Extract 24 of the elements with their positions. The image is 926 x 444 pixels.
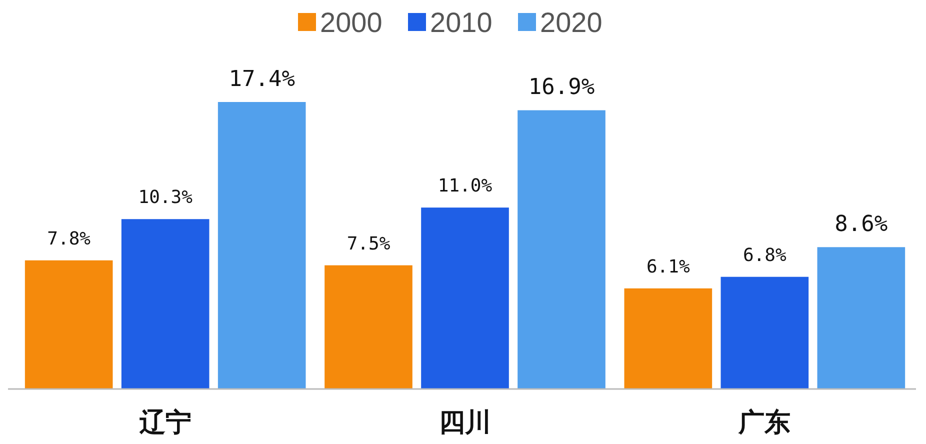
data-label: 6.8% (742, 244, 786, 266)
bar (324, 265, 412, 389)
data-label: 6.1% (646, 256, 690, 278)
data-label: 8.6% (834, 212, 888, 238)
bar (817, 247, 906, 389)
x-tick-label: 辽宁 (138, 408, 192, 438)
data-label: 7.5% (346, 233, 390, 254)
bar (518, 110, 606, 389)
data-label: 11.0% (438, 176, 492, 197)
data-label: 17.4% (228, 67, 295, 92)
bar (720, 276, 809, 389)
bar (24, 260, 113, 389)
bar (421, 208, 509, 389)
x-tick-label: 广东 (738, 408, 791, 438)
bar (624, 288, 712, 389)
bar (218, 102, 306, 389)
x-tick-label: 四川 (439, 408, 491, 438)
legend-label: 2010 (430, 7, 492, 38)
data-label: 7.8% (47, 228, 91, 250)
bar (121, 219, 210, 389)
data-label: 10.3% (138, 187, 193, 208)
data-label: 16.9% (528, 75, 595, 100)
legend-label: 2000 (320, 7, 382, 38)
legend-label: 2020 (540, 7, 602, 38)
